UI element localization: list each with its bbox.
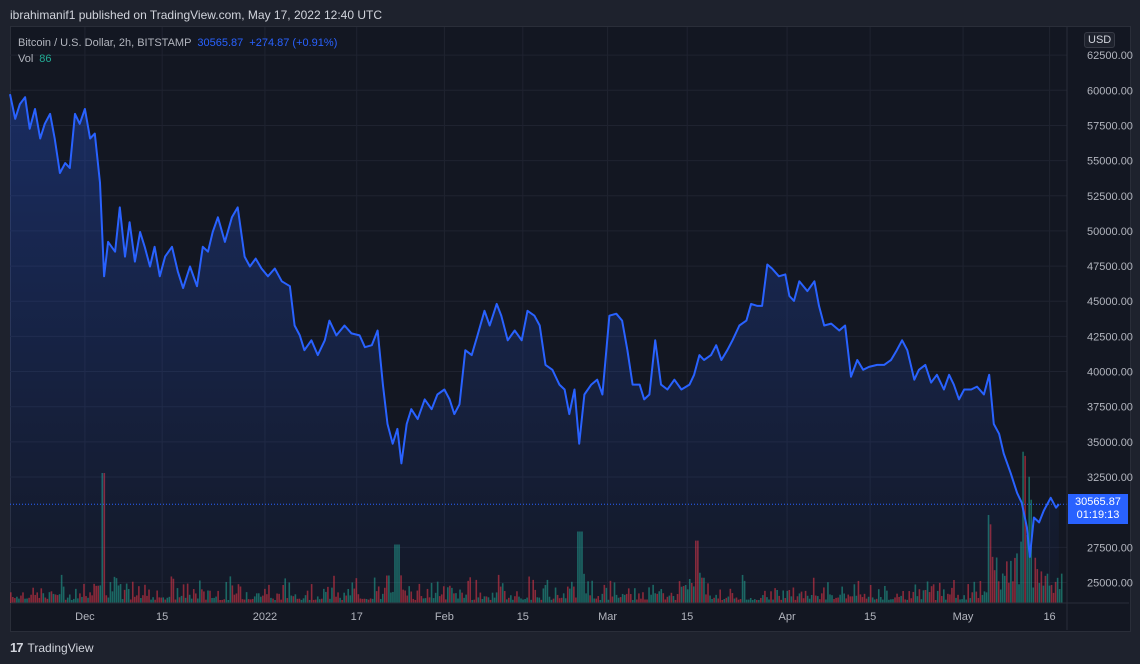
price-tick-label: 62500.00 <box>1087 50 1133 62</box>
price-tick-label: 35000.00 <box>1087 437 1133 449</box>
time-tick-label: Dec <box>75 611 95 623</box>
price-tick-label: 47500.00 <box>1087 261 1133 273</box>
time-tick-label: 17 <box>351 611 363 623</box>
symbol-title[interactable]: Bitcoin / U.S. Dollar, 2h, BITSTAMP <box>18 37 192 49</box>
time-tick-label: Apr <box>779 611 796 623</box>
volume-bar <box>1028 476 1030 603</box>
time-tick-label: 15 <box>681 611 693 623</box>
price-tick-label: 52500.00 <box>1087 191 1133 203</box>
price-tick-label: 45000.00 <box>1087 296 1133 308</box>
tradingview-logo-icon[interactable]: 17 <box>10 640 24 655</box>
time-tick-label: 15 <box>517 611 529 623</box>
currency-button[interactable]: USD <box>1084 32 1116 48</box>
time-tick-label: Mar <box>598 611 617 623</box>
price-tick-label: 50000.00 <box>1087 226 1133 238</box>
volume-value: 86 <box>39 53 52 65</box>
price-axis: 62500.00 60000.00 57500.00 55000.00 52500.00… <box>1087 50 1133 589</box>
time-tick-label: 15 <box>156 611 168 623</box>
brand-name[interactable]: TradingView <box>27 640 94 655</box>
last-price: 30565.87 <box>197 37 244 49</box>
bar-countdown: 01:19:13 <box>1076 509 1120 521</box>
volume-bar <box>1060 573 1063 603</box>
price-tick-label: 32500.00 <box>1087 472 1133 484</box>
time-axis: Dec 15 2022 17 Feb 15 Mar 15 Apr 15 May 16 <box>75 611 1056 623</box>
price-tick-label: 27500.00 <box>1087 542 1133 554</box>
last-price-tag: 30565.87 01:19:13 <box>1068 494 1128 524</box>
price-change: +274.87 (+0.91%) <box>249 37 338 49</box>
price-tick-label: 37500.00 <box>1087 402 1133 414</box>
price-tick-label: 57500.00 <box>1087 120 1133 132</box>
volume-label[interactable]: Vol <box>18 53 34 65</box>
chart-legend: Bitcoin / U.S. Dollar, 2h, BITSTAMP 30565… <box>18 35 337 67</box>
price-tick-label: 55000.00 <box>1087 156 1133 168</box>
last-price-tag-value: 30565.87 <box>1075 496 1121 508</box>
price-tick-label: 40000.00 <box>1087 367 1133 379</box>
footer: 17 TradingView <box>10 640 94 655</box>
time-tick-label: 2022 <box>253 611 277 623</box>
time-tick-label: Feb <box>435 611 454 623</box>
price-line <box>9 93 1060 558</box>
volume-bar <box>1058 589 1061 603</box>
publish-info: ibrahimanif1 published on TradingView.co… <box>10 8 382 22</box>
price-tick-label: 42500.00 <box>1087 331 1133 343</box>
price-tick-label: 60000.00 <box>1087 85 1133 97</box>
price-area-fill <box>10 94 1059 603</box>
time-tick-label: May <box>953 611 974 623</box>
time-tick-label: 16 <box>1043 611 1055 623</box>
time-tick-label: 15 <box>864 611 876 623</box>
price-tick-label: 25000.00 <box>1087 577 1133 589</box>
